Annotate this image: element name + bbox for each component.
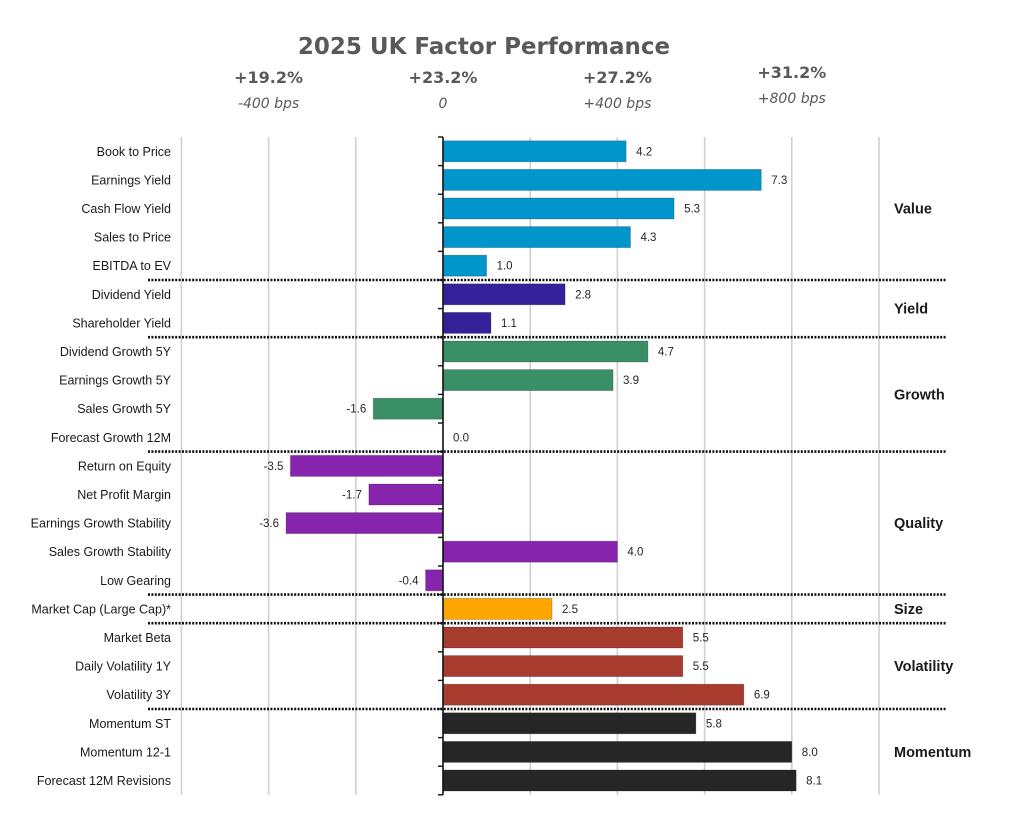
value-label: 4.0: [627, 547, 643, 559]
category-label: Forecast Growth 12M: [51, 431, 171, 445]
value-label: 2.8: [575, 289, 591, 301]
category-label: Earnings Growth Stability: [31, 517, 172, 531]
value-label: -1.6: [346, 404, 366, 416]
bar: [442, 197, 675, 220]
top-axis-bps-label: -400 bps: [238, 96, 299, 112]
bar: [442, 311, 492, 334]
value-label: 6.9: [754, 690, 770, 702]
value-label: 5.5: [693, 661, 709, 673]
bar: [442, 283, 566, 306]
value-label: 1.1: [501, 318, 517, 330]
group-label-quality: Quality: [894, 516, 943, 532]
value-label: 4.7: [658, 347, 674, 359]
category-label: Market Cap (Large Cap)*: [31, 602, 171, 616]
top-axis-bps-label: +400 bps: [583, 96, 651, 112]
bar: [442, 769, 797, 792]
category-label: Earnings Yield: [91, 173, 171, 187]
category-label: Cash Flow Yield: [81, 202, 171, 216]
top-axis-pct-label: +23.2%: [409, 68, 478, 87]
category-label: Earnings Growth 5Y: [59, 374, 172, 388]
value-label: 3.9: [623, 375, 639, 387]
bar: [442, 598, 553, 620]
value-label: 4.3: [640, 232, 656, 244]
bars: [285, 140, 797, 792]
value-label: 5.5: [693, 633, 709, 645]
value-label: 5.8: [706, 718, 722, 730]
category-label: Sales Growth 5Y: [77, 402, 171, 416]
group-label-yield: Yield: [894, 302, 928, 318]
bar: [442, 140, 627, 163]
group-label-momentum: Momentum: [894, 745, 971, 761]
group-labels: Value Yield Growth Quality Size Volatility Mom…: [894, 202, 971, 761]
category-label: Volatility 3Y: [106, 688, 171, 702]
value-label: -3.6: [259, 518, 279, 530]
bar: [442, 168, 762, 191]
value-label: 4.2: [636, 146, 652, 158]
top-axis-labels: +19.2% -400 bps +23.2% 0 +27.2% +400 bps +31.2…: [234, 63, 826, 112]
category-label: Low Gearing: [100, 574, 171, 588]
category-label: Dividend Growth 5Y: [60, 345, 172, 359]
bar: [442, 712, 697, 735]
top-axis-pct-label: +19.2%: [234, 68, 303, 87]
category-label: Sales to Price: [94, 231, 171, 245]
value-label: -1.7: [342, 490, 362, 502]
bar: [442, 683, 745, 706]
category-label: Sales Growth Stability: [49, 545, 172, 559]
bar: [372, 397, 444, 420]
top-axis-pct-label: +27.2%: [583, 68, 652, 87]
group-label-value: Value: [894, 202, 932, 218]
bar: [368, 483, 444, 506]
category-label: Forecast 12M Revisions: [37, 774, 171, 788]
category-label: EBITDA to EV: [92, 259, 171, 273]
top-axis-pct-label: +31.2%: [757, 63, 826, 82]
bar: [285, 512, 444, 534]
value-label: 8.1: [806, 776, 822, 788]
bar: [442, 540, 618, 563]
zero-axis: [438, 136, 444, 796]
category-label: Market Beta: [104, 631, 171, 645]
bar: [442, 626, 684, 649]
value-label: 2.5: [562, 604, 578, 616]
category-label: Daily Volatility 1Y: [75, 660, 172, 674]
bar: [442, 226, 631, 249]
chart-title: 2025 UK Factor Performance: [298, 34, 670, 60]
group-label-growth: Growth: [894, 387, 945, 403]
category-label: Dividend Yield: [92, 288, 171, 302]
category-label: Shareholder Yield: [72, 316, 171, 330]
value-label: 8.0: [802, 747, 818, 759]
group-label-size: Size: [894, 602, 923, 618]
value-label: 7.3: [771, 175, 787, 187]
top-axis-bps-label: +800 bps: [758, 91, 826, 107]
category-labels: Book to Price 4.2 Earnings Yield 7.3 Cash Fl…: [31, 145, 823, 788]
group-separators: [148, 278, 946, 711]
bar: [442, 254, 487, 277]
category-label: Momentum ST: [89, 717, 171, 731]
value-label: 0.0: [453, 432, 469, 444]
category-label: Book to Price: [97, 145, 171, 159]
bar: [442, 340, 649, 363]
top-axis-bps-label: 0: [439, 96, 448, 112]
value-label: -3.5: [264, 461, 284, 473]
category-label: Momentum 12-1: [80, 745, 171, 759]
value-label: -0.4: [399, 575, 419, 587]
bar: [442, 655, 684, 677]
category-label: Net Profit Margin: [77, 488, 171, 502]
bar: [289, 454, 444, 477]
value-label: 5.3: [684, 204, 700, 216]
bar: [425, 569, 444, 592]
bar: [442, 741, 793, 763]
bar: [442, 369, 614, 392]
value-label: 1.0: [497, 261, 513, 273]
category-label: Return on Equity: [78, 459, 172, 473]
group-label-volatility: Volatility: [894, 659, 953, 675]
